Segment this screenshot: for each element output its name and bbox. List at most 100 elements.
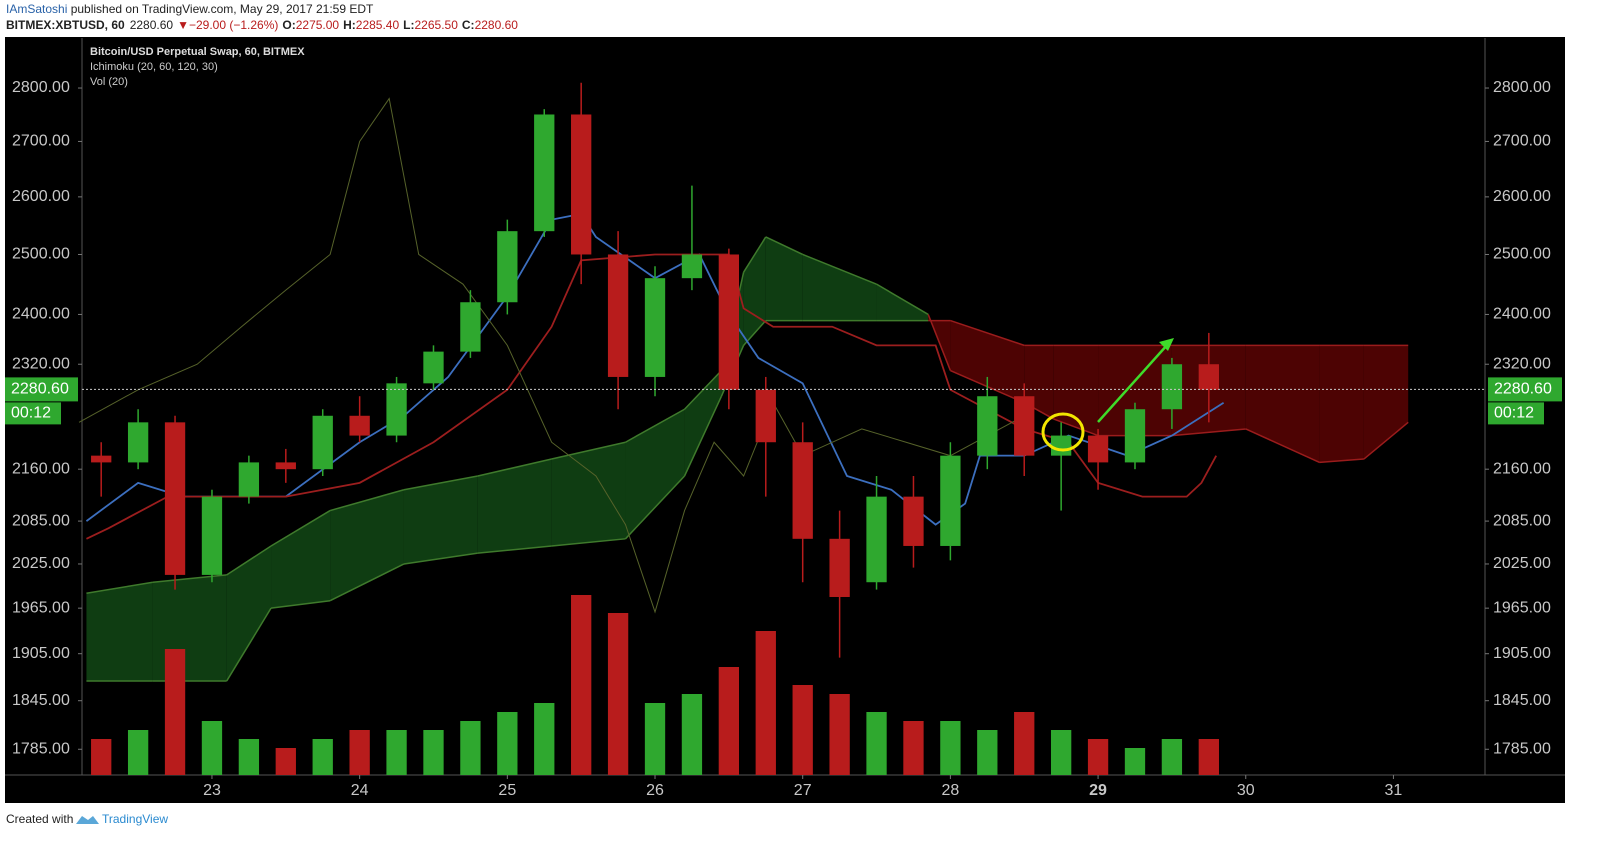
candle-body bbox=[312, 415, 333, 470]
candle-body bbox=[349, 415, 370, 436]
candle-body bbox=[423, 351, 444, 384]
annotation-arrow bbox=[1097, 343, 1169, 423]
cloud-segment bbox=[765, 236, 803, 321]
cloud-edge bbox=[226, 545, 272, 576]
price: 2280.60 bbox=[130, 18, 174, 32]
volume-bar bbox=[607, 613, 629, 775]
countdown: 00:12 bbox=[1494, 405, 1534, 422]
cloud-edge bbox=[152, 574, 227, 583]
author[interactable]: IAmSatoshi bbox=[6, 2, 67, 16]
legend-indicator: Ichimoku (20, 60, 120, 30) bbox=[90, 61, 218, 73]
y-tick-label: 1845.00 bbox=[1493, 692, 1551, 709]
legend-title: Bitcoin/USD Perpetual Swap, 60, BITMEX bbox=[90, 46, 305, 58]
volume-bar bbox=[792, 685, 813, 775]
y-tick-label: 2700.00 bbox=[1493, 133, 1551, 150]
volume-bar bbox=[460, 721, 481, 775]
cloud-edge bbox=[950, 319, 1025, 347]
y-tick-label: 2320.00 bbox=[1493, 355, 1551, 372]
volume-bar bbox=[718, 667, 740, 775]
y-tick-label: 2400.00 bbox=[12, 306, 70, 323]
volume-bar bbox=[312, 739, 333, 775]
y-tick-label: 2160.00 bbox=[1493, 460, 1551, 477]
candle-body bbox=[1198, 364, 1219, 390]
cloud-segment bbox=[226, 545, 272, 681]
highlight-circle bbox=[1041, 412, 1085, 452]
cloud-segment bbox=[1319, 345, 1364, 463]
candle-body bbox=[718, 254, 740, 390]
cloud-segment bbox=[876, 284, 929, 321]
candle-body bbox=[829, 538, 850, 597]
candle-body bbox=[681, 254, 703, 279]
legend-indicator: Vol (20) bbox=[90, 76, 128, 88]
candle-body bbox=[275, 462, 296, 470]
countdown: 00:12 bbox=[11, 405, 51, 422]
cloud-edge bbox=[876, 283, 929, 316]
footer-brand[interactable]: TradingView bbox=[102, 812, 168, 826]
o-label: O: bbox=[282, 18, 295, 32]
cloud-segment bbox=[802, 254, 877, 321]
candle-body bbox=[127, 422, 149, 463]
candle-body bbox=[571, 114, 592, 255]
candle-body bbox=[1050, 435, 1072, 456]
open: 2275.00 bbox=[296, 18, 340, 32]
candle-body bbox=[755, 389, 776, 443]
volume-bar bbox=[1124, 748, 1146, 775]
candle-body bbox=[460, 302, 481, 352]
y-tick-label: 2600.00 bbox=[1493, 188, 1551, 205]
y-tick-label: 1785.00 bbox=[12, 740, 70, 757]
cloud-edge bbox=[742, 236, 767, 273]
symbol: BITMEX:XBTUSD, 60 bbox=[6, 18, 125, 32]
cloud-edge bbox=[802, 253, 877, 285]
cloud-edge bbox=[403, 475, 478, 491]
cloud-edge bbox=[1171, 428, 1246, 437]
cloud-edge bbox=[1319, 458, 1364, 464]
volume-bar bbox=[275, 748, 296, 775]
candle-body bbox=[201, 496, 223, 575]
volume-bar bbox=[977, 730, 998, 775]
cloud-edge bbox=[403, 552, 478, 565]
candle-body bbox=[1124, 409, 1146, 463]
price-label-box bbox=[1488, 377, 1562, 402]
x-tick-label: 25 bbox=[498, 782, 516, 799]
volume-bar bbox=[91, 739, 112, 775]
cloud-segment bbox=[1098, 345, 1172, 436]
y-tick-label: 1965.00 bbox=[12, 599, 70, 616]
h-label: H: bbox=[343, 18, 356, 32]
volume-bar bbox=[829, 694, 850, 775]
candle-body bbox=[164, 422, 186, 575]
published: published on TradingView.com, May 29, 20… bbox=[71, 2, 374, 16]
volume-bar bbox=[1198, 739, 1219, 775]
candle-body bbox=[91, 455, 112, 463]
y-tick-label: 1905.00 bbox=[12, 645, 70, 662]
x-tick-label: 26 bbox=[646, 782, 664, 799]
y-tick-label: 1785.00 bbox=[1493, 740, 1551, 757]
cloud-segment bbox=[271, 510, 331, 609]
cloud-edge bbox=[624, 475, 686, 540]
cloud-edge bbox=[1053, 418, 1099, 437]
y-tick-label: 2400.00 bbox=[1493, 306, 1551, 323]
volume-bar bbox=[349, 730, 370, 775]
change: −29.00 (−1.26%) bbox=[189, 18, 278, 32]
y-tick-label: 1845.00 bbox=[12, 692, 70, 709]
high: 2285.40 bbox=[356, 18, 400, 32]
candle-body bbox=[534, 114, 555, 232]
cloud-edge bbox=[329, 489, 405, 512]
candle-body bbox=[1014, 396, 1035, 456]
y-tick-label: 2160.00 bbox=[12, 460, 70, 477]
volume-bar bbox=[127, 730, 149, 775]
cloud-segment bbox=[403, 476, 478, 564]
cloud-edge bbox=[625, 408, 685, 443]
y-tick-label: 2025.00 bbox=[12, 555, 70, 572]
volume-bar bbox=[755, 631, 776, 775]
x-tick-label: 30 bbox=[1237, 782, 1255, 799]
cloud-edge bbox=[765, 236, 804, 256]
candle-body bbox=[497, 231, 518, 303]
arrow: ▼ bbox=[177, 18, 189, 32]
candle-body bbox=[644, 278, 666, 377]
y-tick-label: 2025.00 bbox=[1493, 555, 1551, 572]
candle-body bbox=[792, 442, 813, 539]
cloud-edge bbox=[551, 538, 626, 547]
cloud-segment bbox=[625, 409, 685, 539]
